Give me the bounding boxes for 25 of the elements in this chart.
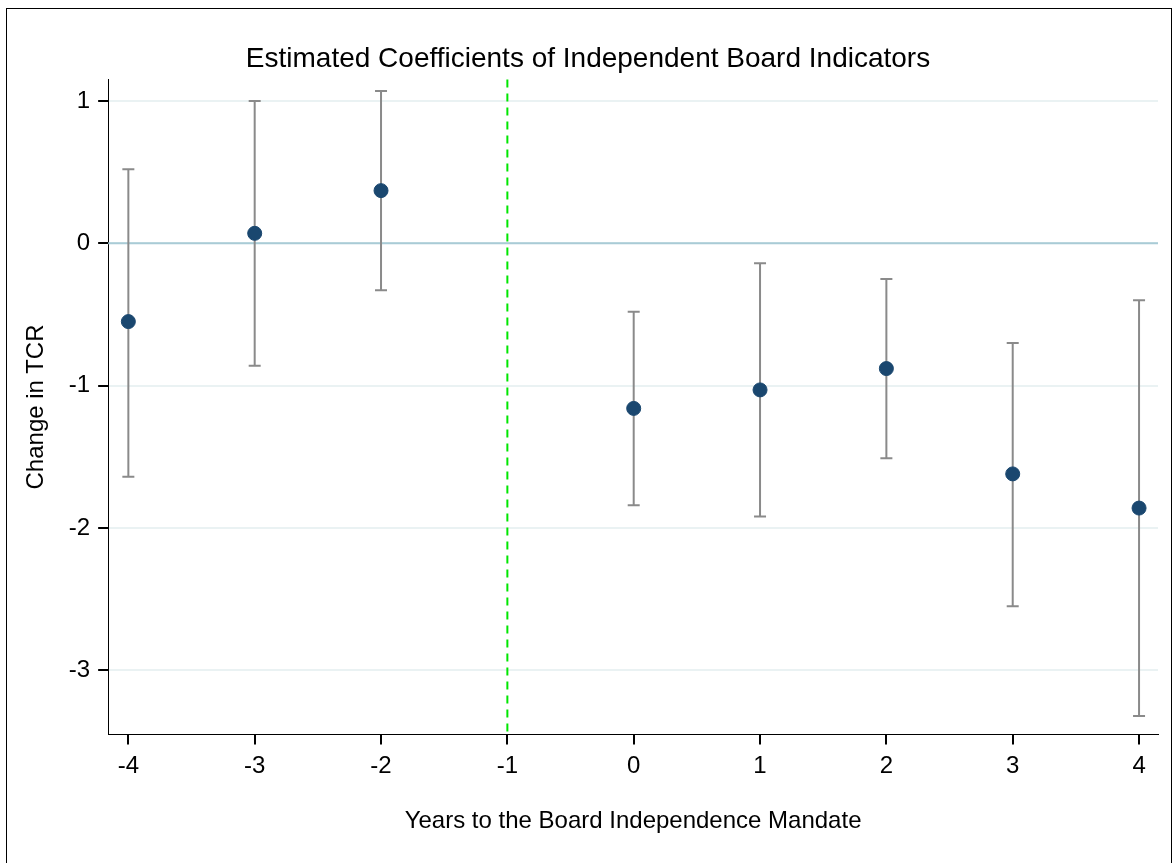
point: [878, 361, 894, 377]
x-tick-label: -2: [370, 751, 392, 779]
chart-title: Estimated Coefficients of Independent Board Indicators: [245, 41, 931, 73]
x-tick-label: 3: [1006, 751, 1020, 779]
x-tick-label: 2: [879, 751, 894, 779]
point: [247, 225, 263, 241]
y-tick-label: 1: [76, 85, 91, 113]
x-tick-label: 0: [627, 751, 641, 779]
y-tick-label: -3: [68, 654, 91, 682]
point: [626, 400, 642, 416]
y-tick-label: -2: [68, 512, 91, 540]
x-tick-label: 1: [753, 751, 767, 779]
point: [1005, 466, 1021, 482]
y-tick-label: 0: [76, 227, 91, 255]
point: [373, 183, 389, 199]
point: [120, 314, 136, 330]
x-axis-title: Years to the Board Independence Mandate: [404, 806, 862, 834]
x-tick-label: -4: [117, 751, 140, 779]
x-tick-label: -1: [496, 751, 519, 779]
point: [752, 382, 768, 398]
x-tick-label: 4: [1132, 751, 1146, 779]
x-tick-label: -3: [244, 751, 266, 779]
point: [1131, 500, 1147, 516]
y-axis-title: Change in TCR: [21, 324, 49, 490]
y-tick-label: -1: [68, 370, 91, 398]
